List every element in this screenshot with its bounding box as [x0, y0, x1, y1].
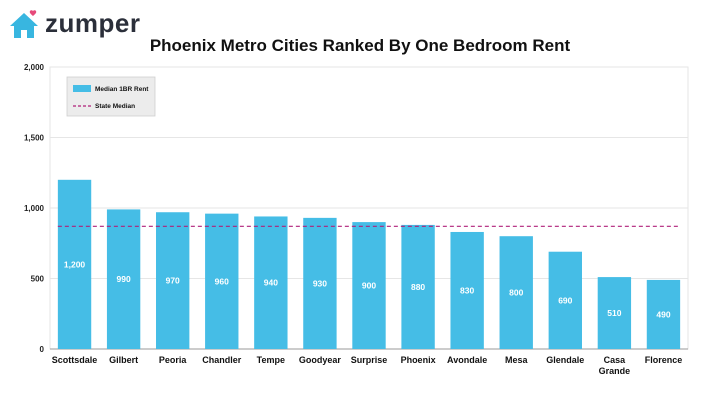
bar	[597, 277, 632, 349]
x-tick-label: Peoria	[159, 355, 188, 365]
x-tick-label: Casa	[604, 355, 627, 365]
x-tick-label: Surprise	[351, 355, 388, 365]
data-label: 800	[509, 288, 523, 298]
bar	[57, 179, 92, 349]
zumper-logo[interactable]: zumper	[8, 8, 140, 39]
legend-swatch-bar	[73, 85, 91, 92]
x-tick-label: Chandler	[202, 355, 242, 365]
data-label: 490	[656, 309, 670, 319]
y-tick-label: 0	[40, 345, 45, 354]
data-label: 970	[166, 276, 180, 286]
x-tick-label: Phoenix	[401, 355, 436, 365]
data-label: 830	[460, 285, 474, 295]
bar	[548, 251, 582, 349]
x-tick-label: Glendale	[546, 355, 584, 365]
bar	[646, 279, 681, 349]
data-label: 1,200	[64, 259, 86, 269]
bar	[106, 209, 141, 349]
x-tick-label: Florence	[645, 355, 683, 365]
x-tick-label: Avondale	[447, 355, 487, 365]
y-tick-label: 500	[31, 275, 45, 284]
y-tick-label: 2,000	[24, 63, 45, 72]
y-tick-label: 1,500	[24, 134, 45, 143]
x-tick-label: Gilbert	[109, 355, 138, 365]
brand-name: zumper	[45, 8, 141, 38]
x-tick-label: Scottsdale	[52, 355, 98, 365]
house-icon	[10, 9, 38, 38]
legend-label: Median 1BR Rent	[95, 86, 149, 93]
legend-label: State Median	[95, 103, 135, 110]
bar	[303, 217, 337, 349]
bar	[254, 216, 288, 349]
bar	[205, 213, 239, 349]
bar	[450, 231, 484, 349]
bar	[156, 212, 190, 349]
bar	[401, 224, 435, 349]
chart-title: Phoenix Metro Cities Ranked By One Bedro…	[149, 36, 571, 55]
data-label: 880	[411, 282, 425, 292]
legend-box	[66, 76, 156, 117]
data-label: 900	[362, 281, 376, 291]
data-label: 990	[117, 274, 131, 284]
data-label: 940	[264, 278, 278, 288]
x-tick-label: Mesa	[505, 355, 529, 365]
y-tick-label: 1,000	[24, 204, 45, 213]
data-label: 510	[607, 308, 621, 318]
data-label: 930	[313, 278, 327, 288]
data-label: 960	[215, 276, 229, 286]
bar	[352, 222, 386, 349]
bar	[499, 236, 533, 349]
x-tick-label: Grande	[599, 366, 631, 376]
data-label: 690	[558, 295, 572, 305]
x-tick-label: Goodyear	[299, 355, 342, 365]
heart-icon	[29, 9, 37, 16]
x-tick-label: Tempe	[257, 355, 285, 365]
